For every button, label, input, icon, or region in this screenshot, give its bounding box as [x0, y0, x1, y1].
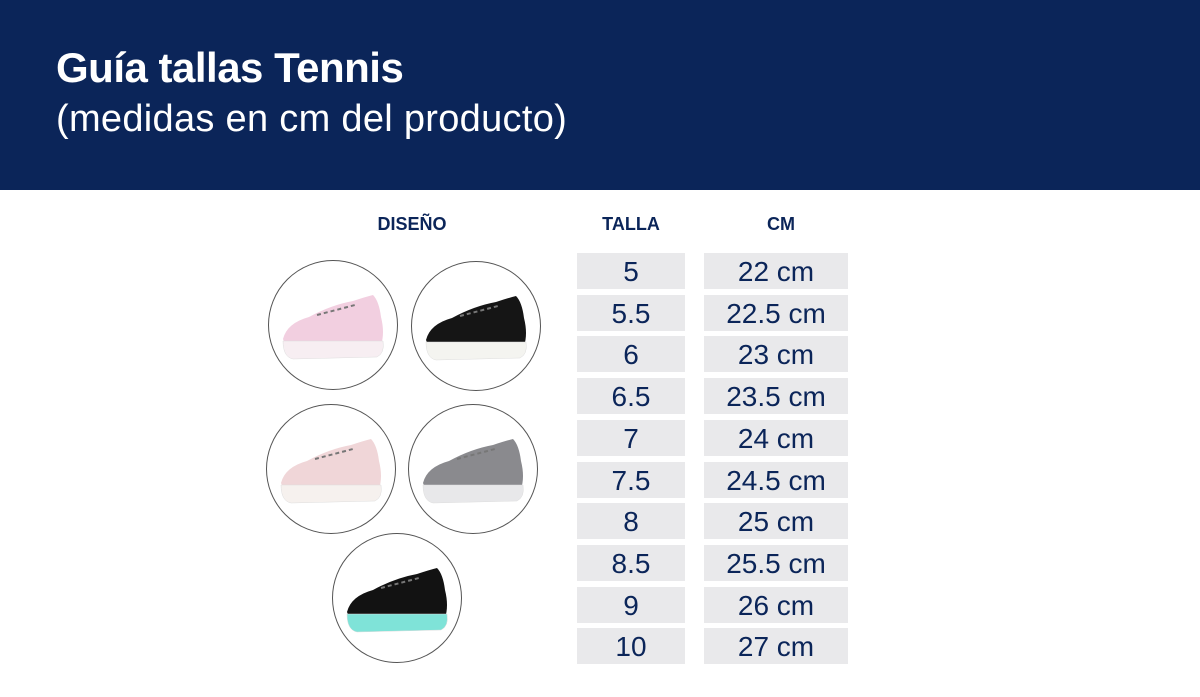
cm-cell: 25 cm: [704, 503, 848, 540]
header-banner: Guía tallas Tennis (medidas en cm del pr…: [0, 0, 1200, 190]
shoe-image-light-pink: [266, 404, 396, 534]
size-cell: 7.5: [577, 461, 685, 498]
shoe-image-black: [411, 261, 541, 391]
size-cell: 6: [577, 336, 685, 373]
size-cell: 9: [577, 586, 685, 623]
cm-cell: 22.5 cm: [704, 294, 848, 331]
sneaker-icon: [422, 439, 524, 504]
shoe-image-gray: [408, 404, 538, 534]
size-cell: 8: [577, 503, 685, 540]
size-cell: 8.5: [577, 544, 685, 581]
sneaker-icon: [425, 296, 527, 361]
shoe-image-pink: [268, 260, 398, 390]
page-subtitle: (medidas en cm del producto): [56, 98, 568, 140]
size-cell: 10: [577, 628, 685, 665]
sneaker-icon: [282, 295, 384, 360]
shoe-image-black-teal: [332, 533, 462, 663]
size-cell: 7: [577, 419, 685, 456]
cm-cell: 24 cm: [704, 419, 848, 456]
page-title: Guía tallas Tennis: [56, 44, 404, 91]
column-header-size: TALLA: [602, 214, 660, 234]
cm-cell: 23.5 cm: [704, 378, 848, 415]
sneaker-icon: [280, 439, 382, 504]
column-header-cm: CM: [767, 214, 795, 234]
column-header-design: DISEÑO: [377, 214, 447, 234]
size-cell: 5: [577, 253, 685, 289]
cm-cell: 25.5 cm: [704, 544, 848, 581]
size-cell: 6.5: [577, 378, 685, 415]
cm-cell: 26 cm: [704, 586, 848, 623]
cm-cell: 24.5 cm: [704, 461, 848, 498]
size-cell: 5.5: [577, 294, 685, 331]
sneaker-icon: [346, 568, 448, 633]
cm-cell: 23 cm: [704, 336, 848, 373]
cm-cell: 22 cm: [704, 253, 848, 289]
cm-cell: 27 cm: [704, 628, 848, 665]
